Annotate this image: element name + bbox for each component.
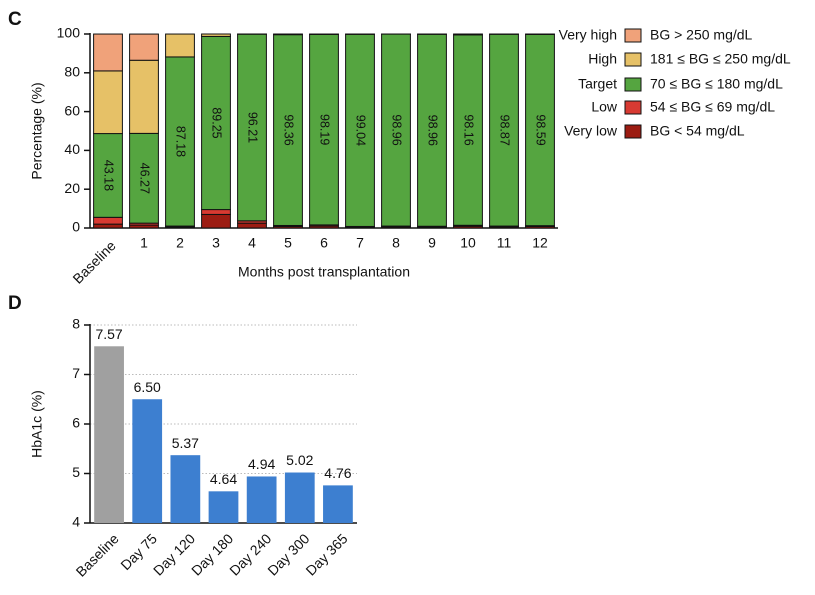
bar-segment <box>93 133 123 218</box>
x-tick-label: 9 <box>428 235 436 251</box>
bar <box>323 485 353 523</box>
legend-description: 181 ≤ BG ≤ 250 mg/dL <box>650 51 791 67</box>
y-tick-label: 60 <box>64 102 80 118</box>
legend-description: 54 ≤ BG ≤ 69 mg/dL <box>650 99 775 115</box>
legend-description: 70 ≤ BG ≤ 180 mg/dL <box>650 76 783 92</box>
bar-segment <box>201 213 231 229</box>
bar-segment <box>201 209 231 215</box>
value-label: 98.36 <box>282 114 296 145</box>
bar-segment <box>93 216 123 225</box>
bar-segment <box>417 33 447 227</box>
value-label: 7.57 <box>95 326 122 342</box>
bar-segment <box>93 223 123 229</box>
bar-segment <box>165 33 195 58</box>
value-label: 5.02 <box>286 452 313 468</box>
legend-label: Low <box>591 99 618 115</box>
legend-swatch <box>624 52 642 67</box>
x-axis-label: Months post transplantation <box>238 264 410 280</box>
x-tick-label: Baseline <box>69 237 118 286</box>
x-tick-label: 11 <box>497 235 512 251</box>
x-tick-label: 2 <box>176 235 184 251</box>
y-axis-label: HbA1c (%) <box>29 390 45 458</box>
bar <box>284 472 315 523</box>
bar-segment <box>93 70 123 135</box>
y-tick-label: 8 <box>72 316 80 332</box>
bar-segment <box>165 56 195 227</box>
value-label: 98.96 <box>390 114 404 145</box>
panel-label: D <box>8 293 22 314</box>
bar-segment <box>237 33 267 222</box>
x-tick-label: 4 <box>248 235 256 251</box>
x-tick-label: 1 <box>140 235 148 251</box>
bar-segment <box>345 33 375 227</box>
legend-swatch <box>624 124 642 139</box>
legend-description: BG > 250 mg/dL <box>650 27 753 43</box>
y-tick-label: 4 <box>72 514 80 530</box>
value-label: 6.50 <box>134 379 161 395</box>
bar-segment <box>489 33 519 227</box>
legend-swatch <box>624 100 642 115</box>
y-tick-label: 7 <box>72 365 80 381</box>
y-tick-label: 40 <box>64 141 80 157</box>
bar-segment <box>525 33 555 227</box>
panel-label: C <box>8 9 22 30</box>
value-label: 89.25 <box>210 107 224 138</box>
bar-segment <box>129 132 159 224</box>
value-label: 98.16 <box>462 114 476 145</box>
bar <box>208 491 239 523</box>
legend-swatch <box>624 28 642 43</box>
bar <box>246 476 277 523</box>
bar <box>94 346 124 523</box>
bar-segment <box>201 35 231 211</box>
bar-segment <box>129 59 159 134</box>
value-label: 43.18 <box>102 160 116 191</box>
value-label: 98.19 <box>318 114 332 145</box>
bar-segment <box>237 222 267 229</box>
legend-swatch <box>624 77 642 92</box>
y-tick-label: 6 <box>72 415 80 431</box>
bar-segment <box>93 33 123 72</box>
legend-description: BG < 54 mg/dL <box>650 123 745 139</box>
bar-segment <box>129 33 159 61</box>
value-label: 46.27 <box>138 163 152 194</box>
x-tick-label: 12 <box>532 235 548 251</box>
x-tick-label: Day 365 <box>302 530 350 578</box>
y-tick-label: 20 <box>64 180 80 196</box>
bar-segment <box>453 33 483 36</box>
bar <box>170 455 201 523</box>
x-tick-label: 5 <box>284 235 292 251</box>
bar <box>132 399 163 523</box>
value-label: 4.64 <box>210 471 237 487</box>
y-tick-label: 0 <box>72 219 80 235</box>
value-label: 98.59 <box>534 114 548 145</box>
x-tick-label: 6 <box>320 235 328 251</box>
legend-label: High <box>588 51 617 67</box>
value-label: 4.94 <box>248 456 275 472</box>
x-tick-label: 10 <box>460 235 476 251</box>
value-label: 99.04 <box>354 115 368 146</box>
y-tick-label: 100 <box>57 25 81 41</box>
x-tick-label: 3 <box>212 235 220 251</box>
x-tick-label: 8 <box>392 235 400 251</box>
bar-segment <box>309 33 339 226</box>
x-tick-label: Baseline <box>73 530 122 579</box>
value-label: 5.37 <box>172 435 199 451</box>
bar-segment <box>201 33 231 37</box>
value-label: 4.76 <box>324 465 351 481</box>
value-label: 87.18 <box>174 126 188 157</box>
value-label: 98.96 <box>426 115 440 146</box>
y-tick-label: 80 <box>64 64 80 80</box>
legend-label: Very high <box>559 27 617 43</box>
value-label: 96.21 <box>246 112 260 143</box>
legend-label: Very low <box>564 123 618 139</box>
y-axis-label: Percentage (%) <box>29 82 45 179</box>
value-label: 98.87 <box>498 115 512 146</box>
y-tick-label: 5 <box>72 464 80 480</box>
legend-label: Target <box>578 76 617 92</box>
x-tick-label: 7 <box>356 235 364 251</box>
bar-segment <box>273 33 303 36</box>
